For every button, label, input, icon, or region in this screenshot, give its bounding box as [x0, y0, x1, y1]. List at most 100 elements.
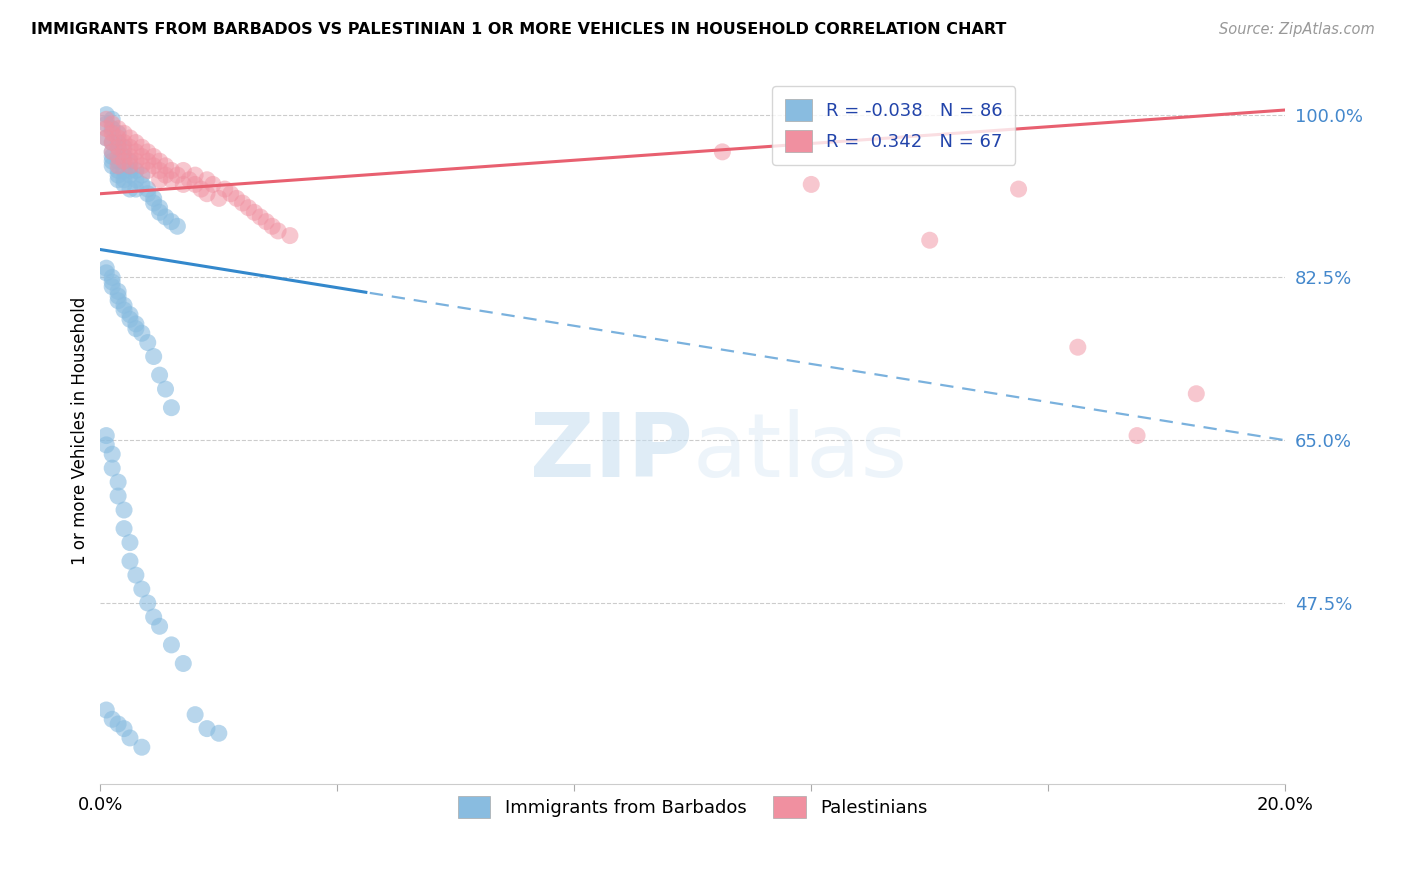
Point: [136, 163, 159, 178]
Point: [155, 168, 177, 182]
Point: [118, 731, 141, 745]
Point: [96, 131, 118, 145]
Point: [112, 173, 135, 187]
Point: [118, 154, 141, 169]
Point: [112, 140, 135, 154]
Point: [112, 522, 135, 536]
Point: [107, 475, 129, 489]
Point: [96, 117, 118, 131]
Point: [118, 535, 141, 549]
Point: [96, 121, 118, 136]
Point: [172, 163, 194, 178]
Point: [125, 182, 148, 196]
Point: [107, 289, 129, 303]
Point: [107, 285, 129, 299]
Point: [107, 126, 129, 140]
Point: [179, 173, 201, 187]
Point: [184, 178, 207, 192]
Point: [107, 136, 129, 150]
Point: [131, 149, 153, 163]
Point: [125, 163, 148, 178]
Point: [166, 168, 188, 182]
Point: [166, 219, 188, 234]
Y-axis label: 1 or more Vehicles in Household: 1 or more Vehicles in Household: [72, 297, 89, 565]
Point: [112, 136, 135, 150]
Point: [96, 108, 118, 122]
Point: [107, 159, 129, 173]
Point: [160, 163, 183, 178]
Point: [96, 703, 118, 717]
Point: [155, 159, 177, 173]
Point: [118, 149, 141, 163]
Point: [101, 461, 124, 475]
Point: [101, 712, 124, 726]
Point: [172, 178, 194, 192]
Point: [107, 149, 129, 163]
Point: [254, 214, 277, 228]
Point: [107, 140, 129, 154]
Point: [184, 707, 207, 722]
Point: [96, 112, 118, 127]
Point: [142, 196, 165, 211]
Point: [101, 136, 124, 150]
Point: [125, 145, 148, 159]
Point: [160, 401, 183, 415]
Point: [118, 554, 141, 568]
Point: [107, 717, 129, 731]
Point: [208, 726, 231, 740]
Point: [112, 303, 135, 318]
Point: [112, 722, 135, 736]
Point: [125, 173, 148, 187]
Point: [249, 210, 271, 224]
Point: [118, 163, 141, 178]
Point: [118, 182, 141, 196]
Point: [125, 154, 148, 169]
Point: [96, 261, 118, 276]
Point: [142, 159, 165, 173]
Point: [131, 178, 153, 192]
Point: [101, 159, 124, 173]
Point: [1067, 340, 1090, 354]
Point: [172, 657, 194, 671]
Point: [219, 186, 242, 201]
Point: [96, 266, 118, 280]
Text: Source: ZipAtlas.com: Source: ZipAtlas.com: [1219, 22, 1375, 37]
Point: [101, 447, 124, 461]
Point: [149, 173, 172, 187]
Point: [184, 168, 207, 182]
Point: [142, 350, 165, 364]
Point: [107, 163, 129, 178]
Point: [101, 112, 124, 127]
Point: [800, 178, 823, 192]
Point: [118, 308, 141, 322]
Point: [136, 145, 159, 159]
Point: [107, 489, 129, 503]
Point: [101, 279, 124, 293]
Point: [225, 191, 247, 205]
Point: [131, 159, 153, 173]
Point: [118, 159, 141, 173]
Point: [118, 131, 141, 145]
Point: [112, 178, 135, 192]
Point: [1185, 386, 1208, 401]
Point: [131, 140, 153, 154]
Point: [149, 619, 172, 633]
Point: [112, 503, 135, 517]
Point: [155, 210, 177, 224]
Point: [149, 368, 172, 383]
Point: [918, 233, 941, 247]
Point: [201, 178, 224, 192]
Point: [125, 321, 148, 335]
Point: [101, 136, 124, 150]
Point: [101, 275, 124, 289]
Point: [125, 568, 148, 582]
Point: [125, 136, 148, 150]
Point: [107, 293, 129, 308]
Point: [231, 196, 253, 211]
Point: [125, 317, 148, 331]
Text: IMMIGRANTS FROM BARBADOS VS PALESTINIAN 1 OR MORE VEHICLES IN HOUSEHOLD CORRELAT: IMMIGRANTS FROM BARBADOS VS PALESTINIAN …: [31, 22, 1007, 37]
Point: [136, 335, 159, 350]
Point: [112, 126, 135, 140]
Point: [112, 145, 135, 159]
Point: [101, 126, 124, 140]
